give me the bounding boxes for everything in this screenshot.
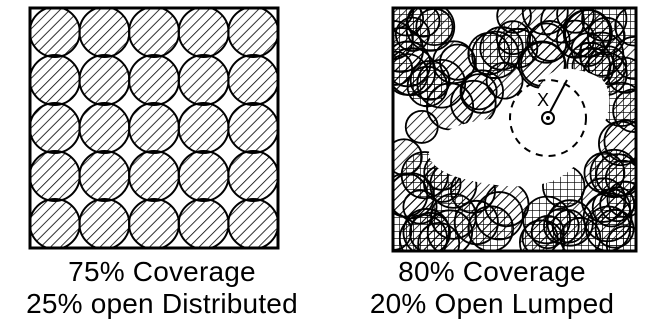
coverage-circle xyxy=(128,150,180,202)
coverage-circle xyxy=(227,198,278,248)
coverage-circle xyxy=(521,8,569,36)
coverage-circle xyxy=(393,138,423,176)
coverage-circle xyxy=(177,54,230,106)
radius-line xyxy=(549,79,568,113)
lumped-open-label: 20% Open Lumped xyxy=(369,288,615,319)
open-gap-region: X xyxy=(429,68,610,187)
coverage-circle xyxy=(30,8,81,58)
coverage-circle xyxy=(78,102,131,154)
coverage-circle xyxy=(406,65,449,108)
coverage-circle xyxy=(30,102,81,154)
lumped-coverage-label: 80% Coverage xyxy=(398,256,586,287)
coverage-circle xyxy=(406,8,441,38)
coverage-circle xyxy=(128,54,180,106)
coverage-circle xyxy=(603,119,636,163)
coverage-circle xyxy=(612,35,636,80)
coverage-circle xyxy=(78,54,131,106)
coverage-circle xyxy=(485,61,524,100)
coverage-circle xyxy=(605,225,636,251)
coverage-circle xyxy=(518,219,566,251)
point-label-x: X xyxy=(537,90,549,110)
lumped-caption: 80% Coverage 20% Open Lumped xyxy=(342,256,642,320)
dashed-search-circle xyxy=(509,79,587,157)
coverage-circle xyxy=(177,150,230,202)
coverage-circle xyxy=(227,8,278,58)
coverage-circle xyxy=(128,102,180,154)
center-point-dot xyxy=(546,116,550,120)
coverage-circle xyxy=(177,8,230,58)
coverage-circle xyxy=(177,198,230,248)
coverage-circle xyxy=(227,54,278,106)
coverage-circle xyxy=(30,198,81,248)
distributed-coverage-panel xyxy=(28,6,280,250)
lumped-panel-frame xyxy=(391,6,638,253)
coverage-circle xyxy=(30,150,81,202)
distributed-open-label: 25% open Distributed xyxy=(26,288,298,319)
lumped-coverage-panel: X xyxy=(391,6,638,253)
coverage-circle xyxy=(581,8,628,42)
coverage-circle xyxy=(393,27,425,73)
coverage-circle xyxy=(227,102,278,154)
distributed-coverage-label: 75% Coverage xyxy=(68,256,256,287)
distributed-caption: 75% Coverage 25% open Distributed xyxy=(12,256,312,320)
coverage-circle xyxy=(78,8,131,58)
coverage-circle xyxy=(583,151,626,194)
coverage-circle xyxy=(177,102,230,154)
coverage-circle xyxy=(78,150,131,202)
coverage-circle xyxy=(430,192,477,240)
coverage-circle xyxy=(30,54,81,106)
coverage-circle xyxy=(128,198,180,248)
coverage-circle xyxy=(227,150,278,202)
coverage-circle xyxy=(128,8,180,58)
distributed-panel-frame xyxy=(28,6,280,250)
coverage-circle xyxy=(495,20,531,56)
coverage-circle xyxy=(78,198,131,248)
